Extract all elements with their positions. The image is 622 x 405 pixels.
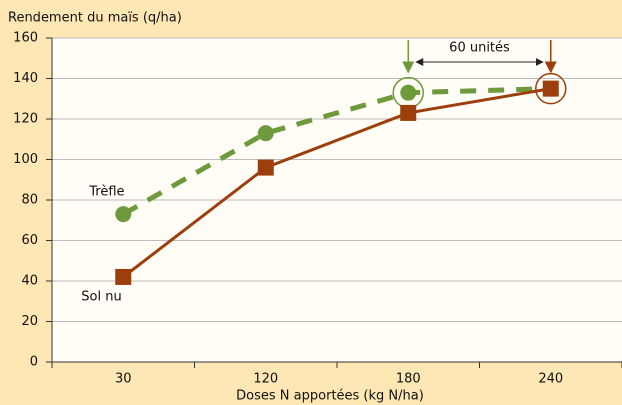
annotation: 60 unités bbox=[449, 41, 510, 56]
y-tick-label: 140 bbox=[13, 71, 38, 86]
series-label: Trèfle bbox=[88, 185, 124, 200]
y-tick-label: 120 bbox=[13, 112, 38, 127]
y-tick-label: 160 bbox=[13, 31, 38, 46]
y-tick-label: 20 bbox=[21, 314, 38, 329]
marker bbox=[542, 80, 559, 97]
y-tick-label: 40 bbox=[21, 274, 38, 289]
series-label: Sol nu bbox=[81, 289, 121, 304]
x-tick-label: 240 bbox=[538, 372, 563, 387]
y-axis-label: Rendement du maïs (q/ha) bbox=[8, 11, 182, 26]
y-tick-label: 80 bbox=[21, 193, 38, 208]
x-tick-label: 30 bbox=[115, 372, 132, 387]
x-tick-label: 120 bbox=[253, 372, 278, 387]
marker bbox=[400, 84, 417, 101]
marker bbox=[400, 104, 417, 121]
marker bbox=[115, 206, 132, 223]
marker bbox=[115, 268, 132, 285]
y-tick-label: 100 bbox=[13, 152, 38, 167]
x-tick-label: 180 bbox=[396, 372, 421, 387]
y-tick-label: 0 bbox=[30, 355, 38, 370]
highlight-circle bbox=[535, 72, 567, 105]
y-tick-label: 60 bbox=[21, 233, 38, 248]
marker bbox=[257, 159, 274, 176]
series-line bbox=[122, 87, 552, 279]
x-axis-label: Doses N apportées (kg N/ha) bbox=[236, 389, 424, 404]
marker bbox=[257, 125, 274, 142]
series-line bbox=[122, 86, 551, 217]
